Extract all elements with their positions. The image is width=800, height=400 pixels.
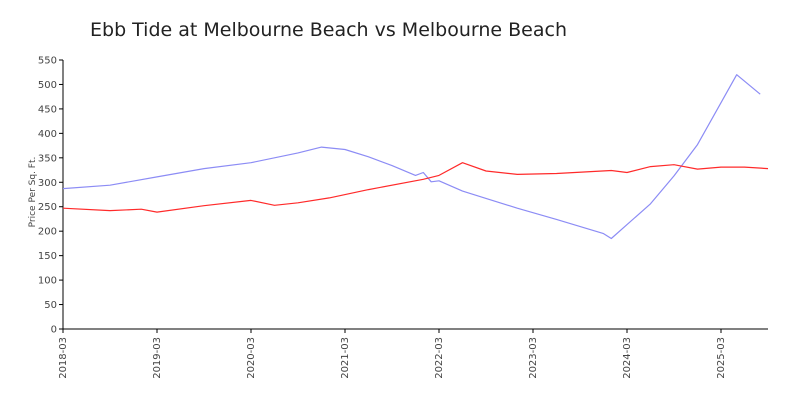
y-tick-label: 350 [38, 153, 57, 164]
y-axis-label: Price Per Sq. Ft. [28, 157, 38, 228]
y-tick-label: 50 [44, 300, 57, 311]
y-tick-label: 500 [38, 80, 57, 91]
x-tick-label: 2022-03 [434, 337, 445, 379]
y-tick-label: 250 [38, 202, 57, 213]
series-line-2 [62, 162, 769, 213]
x-tick-label: 2025-03 [716, 337, 727, 379]
x-tick-label: 2019-03 [152, 337, 163, 379]
series-line-1 [62, 74, 761, 240]
y-tick-label: 100 [38, 276, 57, 287]
y-tick-label: 550 [38, 56, 57, 67]
x-tick-label: 2024-03 [622, 337, 633, 379]
y-tick-label: 200 [38, 227, 57, 238]
chart-title: Ebb Tide at Melbourne Beach vs Melbourne… [90, 19, 567, 41]
x-axis: 2018-03 2019-03 2020-03 2021-03 2022-03 2023-… [58, 328, 768, 379]
y-tick-label: 150 [38, 251, 57, 262]
x-tick-label: 2021-03 [340, 337, 351, 379]
series-layer [62, 74, 769, 240]
y-tick-label: 450 [38, 104, 57, 115]
y-tick-label: 0 [51, 325, 57, 336]
x-tick-label: 2020-03 [246, 337, 257, 379]
y-tick-label: 300 [38, 178, 57, 189]
y-tick-label: 400 [38, 129, 57, 140]
x-tick-label: 2018-03 [58, 337, 69, 379]
x-tick-label: 2023-03 [528, 337, 539, 379]
y-axis: 0 50 100 150 200 250 300 350 400 450 500 550 [38, 56, 64, 336]
